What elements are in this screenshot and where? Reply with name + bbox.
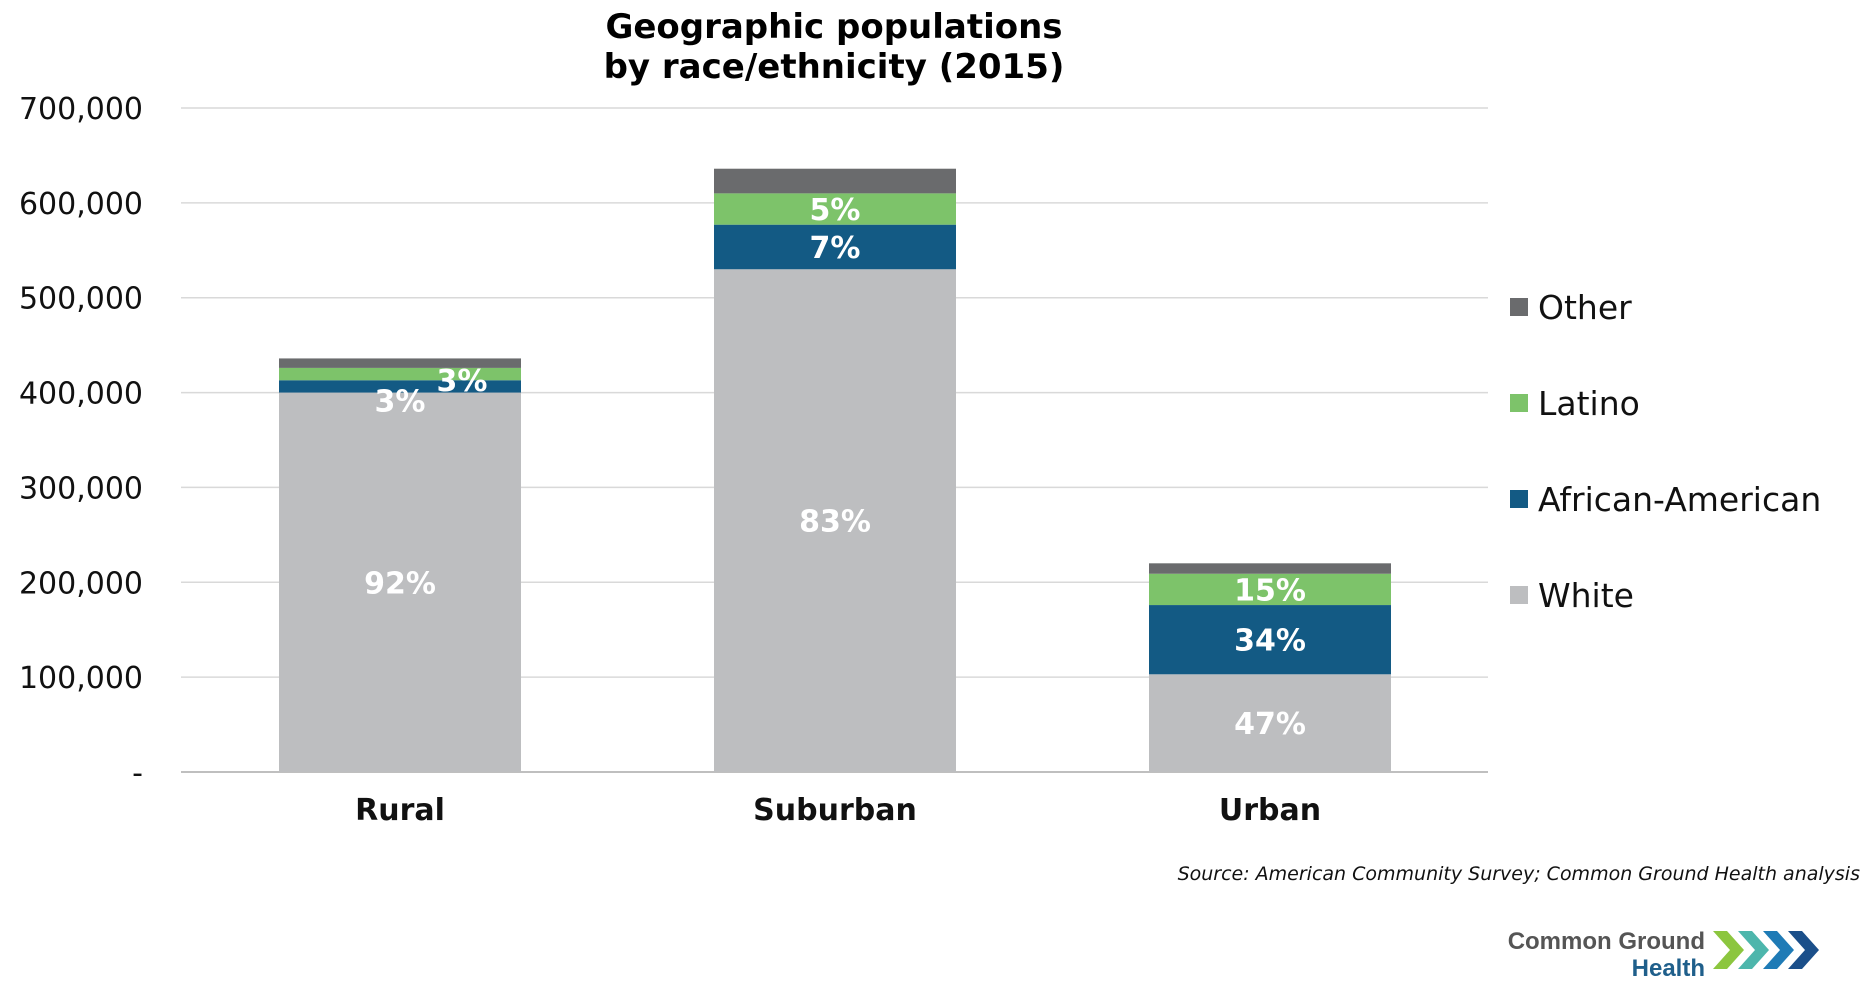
bar-urban-african-american bbox=[1149, 605, 1391, 675]
x-category-label: Rural bbox=[355, 793, 445, 828]
y-tick-label: 700,000 bbox=[19, 92, 143, 127]
logo-text-line-1: Common Ground bbox=[1508, 928, 1705, 955]
y-tick-label: 100,000 bbox=[19, 661, 143, 696]
logo-chevron bbox=[1738, 931, 1769, 969]
logo-chevron bbox=[1788, 931, 1819, 969]
legend-swatch bbox=[1510, 586, 1528, 604]
data-labels: 92% 3% 3% 83% 7%5% 47% 34% 15% bbox=[364, 193, 1306, 742]
legend: Other Latino African-American White bbox=[1510, 288, 1821, 615]
bar-rural-latino bbox=[279, 367, 521, 381]
legend-label: Latino bbox=[1538, 384, 1640, 423]
y-tick-label: 500,000 bbox=[19, 282, 143, 317]
source-note: Source: American Community Survey; Commo… bbox=[1178, 863, 1861, 885]
data-label: 83% bbox=[799, 505, 871, 540]
bar-suburban-latino bbox=[714, 193, 956, 225]
data-label: 15% bbox=[1234, 573, 1306, 608]
chart-title-line-2: by race/ethnicity (2015) bbox=[604, 47, 1065, 87]
bar-rural-white bbox=[279, 392, 521, 772]
legend-swatch bbox=[1510, 298, 1528, 316]
common-ground-health-logo: Common Ground Health bbox=[1508, 928, 1819, 982]
x-axis-category-labels: Rural Suburban Urban bbox=[355, 793, 1321, 828]
legend-label: African-American bbox=[1538, 480, 1821, 519]
bar-suburban-other bbox=[714, 168, 956, 194]
x-category-label: Urban bbox=[1219, 793, 1321, 828]
data-label: 5% bbox=[810, 193, 861, 228]
bar-rural-african-american bbox=[279, 380, 521, 393]
chart-title-line-1: Geographic populations bbox=[605, 7, 1062, 47]
bar-rural-other bbox=[279, 358, 521, 368]
logo-chevron bbox=[1713, 931, 1744, 969]
data-label: 7% bbox=[810, 231, 861, 266]
bar-suburban-african-american bbox=[714, 224, 956, 270]
legend-label: White bbox=[1538, 576, 1634, 615]
legend-swatch bbox=[1510, 490, 1528, 508]
legend-swatch bbox=[1510, 394, 1528, 412]
data-label: 34% bbox=[1234, 624, 1306, 659]
data-label: 3% bbox=[375, 384, 426, 419]
bar-urban-white bbox=[1149, 674, 1391, 772]
logo-text-line-2: Health bbox=[1632, 955, 1705, 982]
legend-label: Other bbox=[1538, 288, 1632, 327]
bar-suburban-white bbox=[714, 269, 956, 772]
y-tick-label: 300,000 bbox=[19, 471, 143, 506]
bar-urban-other bbox=[1149, 563, 1391, 574]
logo-chevron bbox=[1763, 931, 1794, 969]
bar-urban-latino bbox=[1149, 573, 1391, 606]
y-tick-label: 200,000 bbox=[19, 566, 143, 601]
logo-chevrons-icon bbox=[1713, 931, 1819, 969]
data-label: 3% bbox=[437, 364, 488, 399]
bar-segments bbox=[279, 168, 1391, 772]
data-label: 47% bbox=[1234, 707, 1306, 742]
data-label: 92% bbox=[364, 566, 436, 601]
y-tick-label: - bbox=[132, 756, 143, 791]
y-axis-tick-labels: - 100,000 200,000 300,000 400,000 500,000 600,… bbox=[19, 92, 143, 791]
y-tick-label: 600,000 bbox=[19, 187, 143, 222]
x-category-label: Suburban bbox=[753, 793, 917, 828]
y-tick-label: 400,000 bbox=[19, 377, 143, 412]
